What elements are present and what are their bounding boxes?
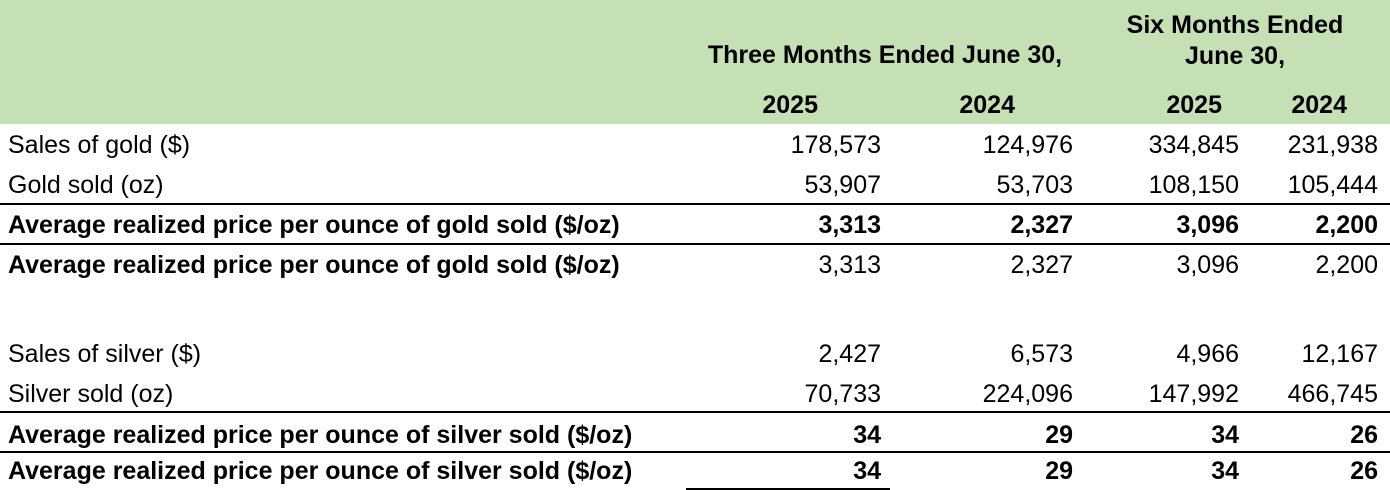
- cell-value: 2,427: [818, 340, 881, 368]
- cell-value: 105,444: [1287, 171, 1378, 199]
- cell-value: 34: [1211, 457, 1239, 485]
- cell-value: 34: [853, 457, 881, 485]
- cell-value: 466,745: [1287, 380, 1378, 408]
- row-label: Silver sold (oz): [8, 380, 174, 408]
- cell-value: 2,327: [1010, 251, 1073, 279]
- table-header-background: [0, 0, 1390, 124]
- row-divider: [0, 243, 1390, 245]
- row-label: Average realized price per ounce of gold…: [8, 251, 620, 279]
- cell-value: 2,200: [1315, 211, 1378, 239]
- cell-value: 231,938: [1287, 131, 1378, 159]
- row-label: Average realized price per ounce of silv…: [8, 457, 633, 485]
- row-label: Average realized price per ounce of silv…: [8, 421, 633, 449]
- cell-value: 29: [1045, 457, 1073, 485]
- cell-value: 26: [1350, 421, 1378, 449]
- cell-value: 178,573: [790, 131, 881, 159]
- cell-value: 124,976: [982, 131, 1073, 159]
- cell-value: 12,167: [1301, 340, 1378, 368]
- cell-value: 53,907: [804, 171, 881, 199]
- row-divider: [0, 451, 1390, 453]
- year-header: 2024: [959, 91, 1015, 119]
- cell-value: 2,327: [1010, 211, 1073, 239]
- year-header: 2024: [1291, 91, 1347, 119]
- six-months-header-line1: Six Months Ended: [1126, 11, 1344, 39]
- year-header: 2025: [762, 91, 818, 119]
- cell-value: 4,966: [1176, 340, 1239, 368]
- cell-value: 34: [1211, 421, 1239, 449]
- cell-value: 108,150: [1148, 171, 1239, 199]
- cell-value: 224,096: [982, 380, 1073, 408]
- total-underline: [686, 488, 890, 490]
- cell-value: 3,313: [818, 251, 881, 279]
- cell-value: 3,096: [1176, 251, 1239, 279]
- three-months-header: Three Months Ended June 30,: [707, 41, 1063, 69]
- row-label: Sales of silver ($): [8, 340, 202, 368]
- cell-value: 53,703: [996, 171, 1073, 199]
- cell-value: 3,313: [818, 211, 881, 239]
- row-divider: [0, 203, 1390, 205]
- row-label: Average realized price per ounce of gold…: [8, 211, 620, 239]
- cell-value: 147,992: [1148, 380, 1239, 408]
- cell-value: 6,573: [1010, 340, 1073, 368]
- cell-value: 26: [1350, 457, 1378, 485]
- year-header: 2025: [1166, 91, 1222, 119]
- row-divider: [0, 411, 1390, 413]
- six-months-header-line2: June 30,: [1184, 42, 1286, 70]
- cell-value: 70,733: [804, 380, 881, 408]
- row-label: Sales of gold ($): [8, 131, 191, 159]
- cell-value: 3,096: [1176, 211, 1239, 239]
- cell-value: 334,845: [1148, 131, 1239, 159]
- cell-value: 2,200: [1315, 251, 1378, 279]
- cell-value: 34: [853, 421, 881, 449]
- row-label: Gold sold (oz): [8, 171, 164, 199]
- cell-value: 29: [1045, 421, 1073, 449]
